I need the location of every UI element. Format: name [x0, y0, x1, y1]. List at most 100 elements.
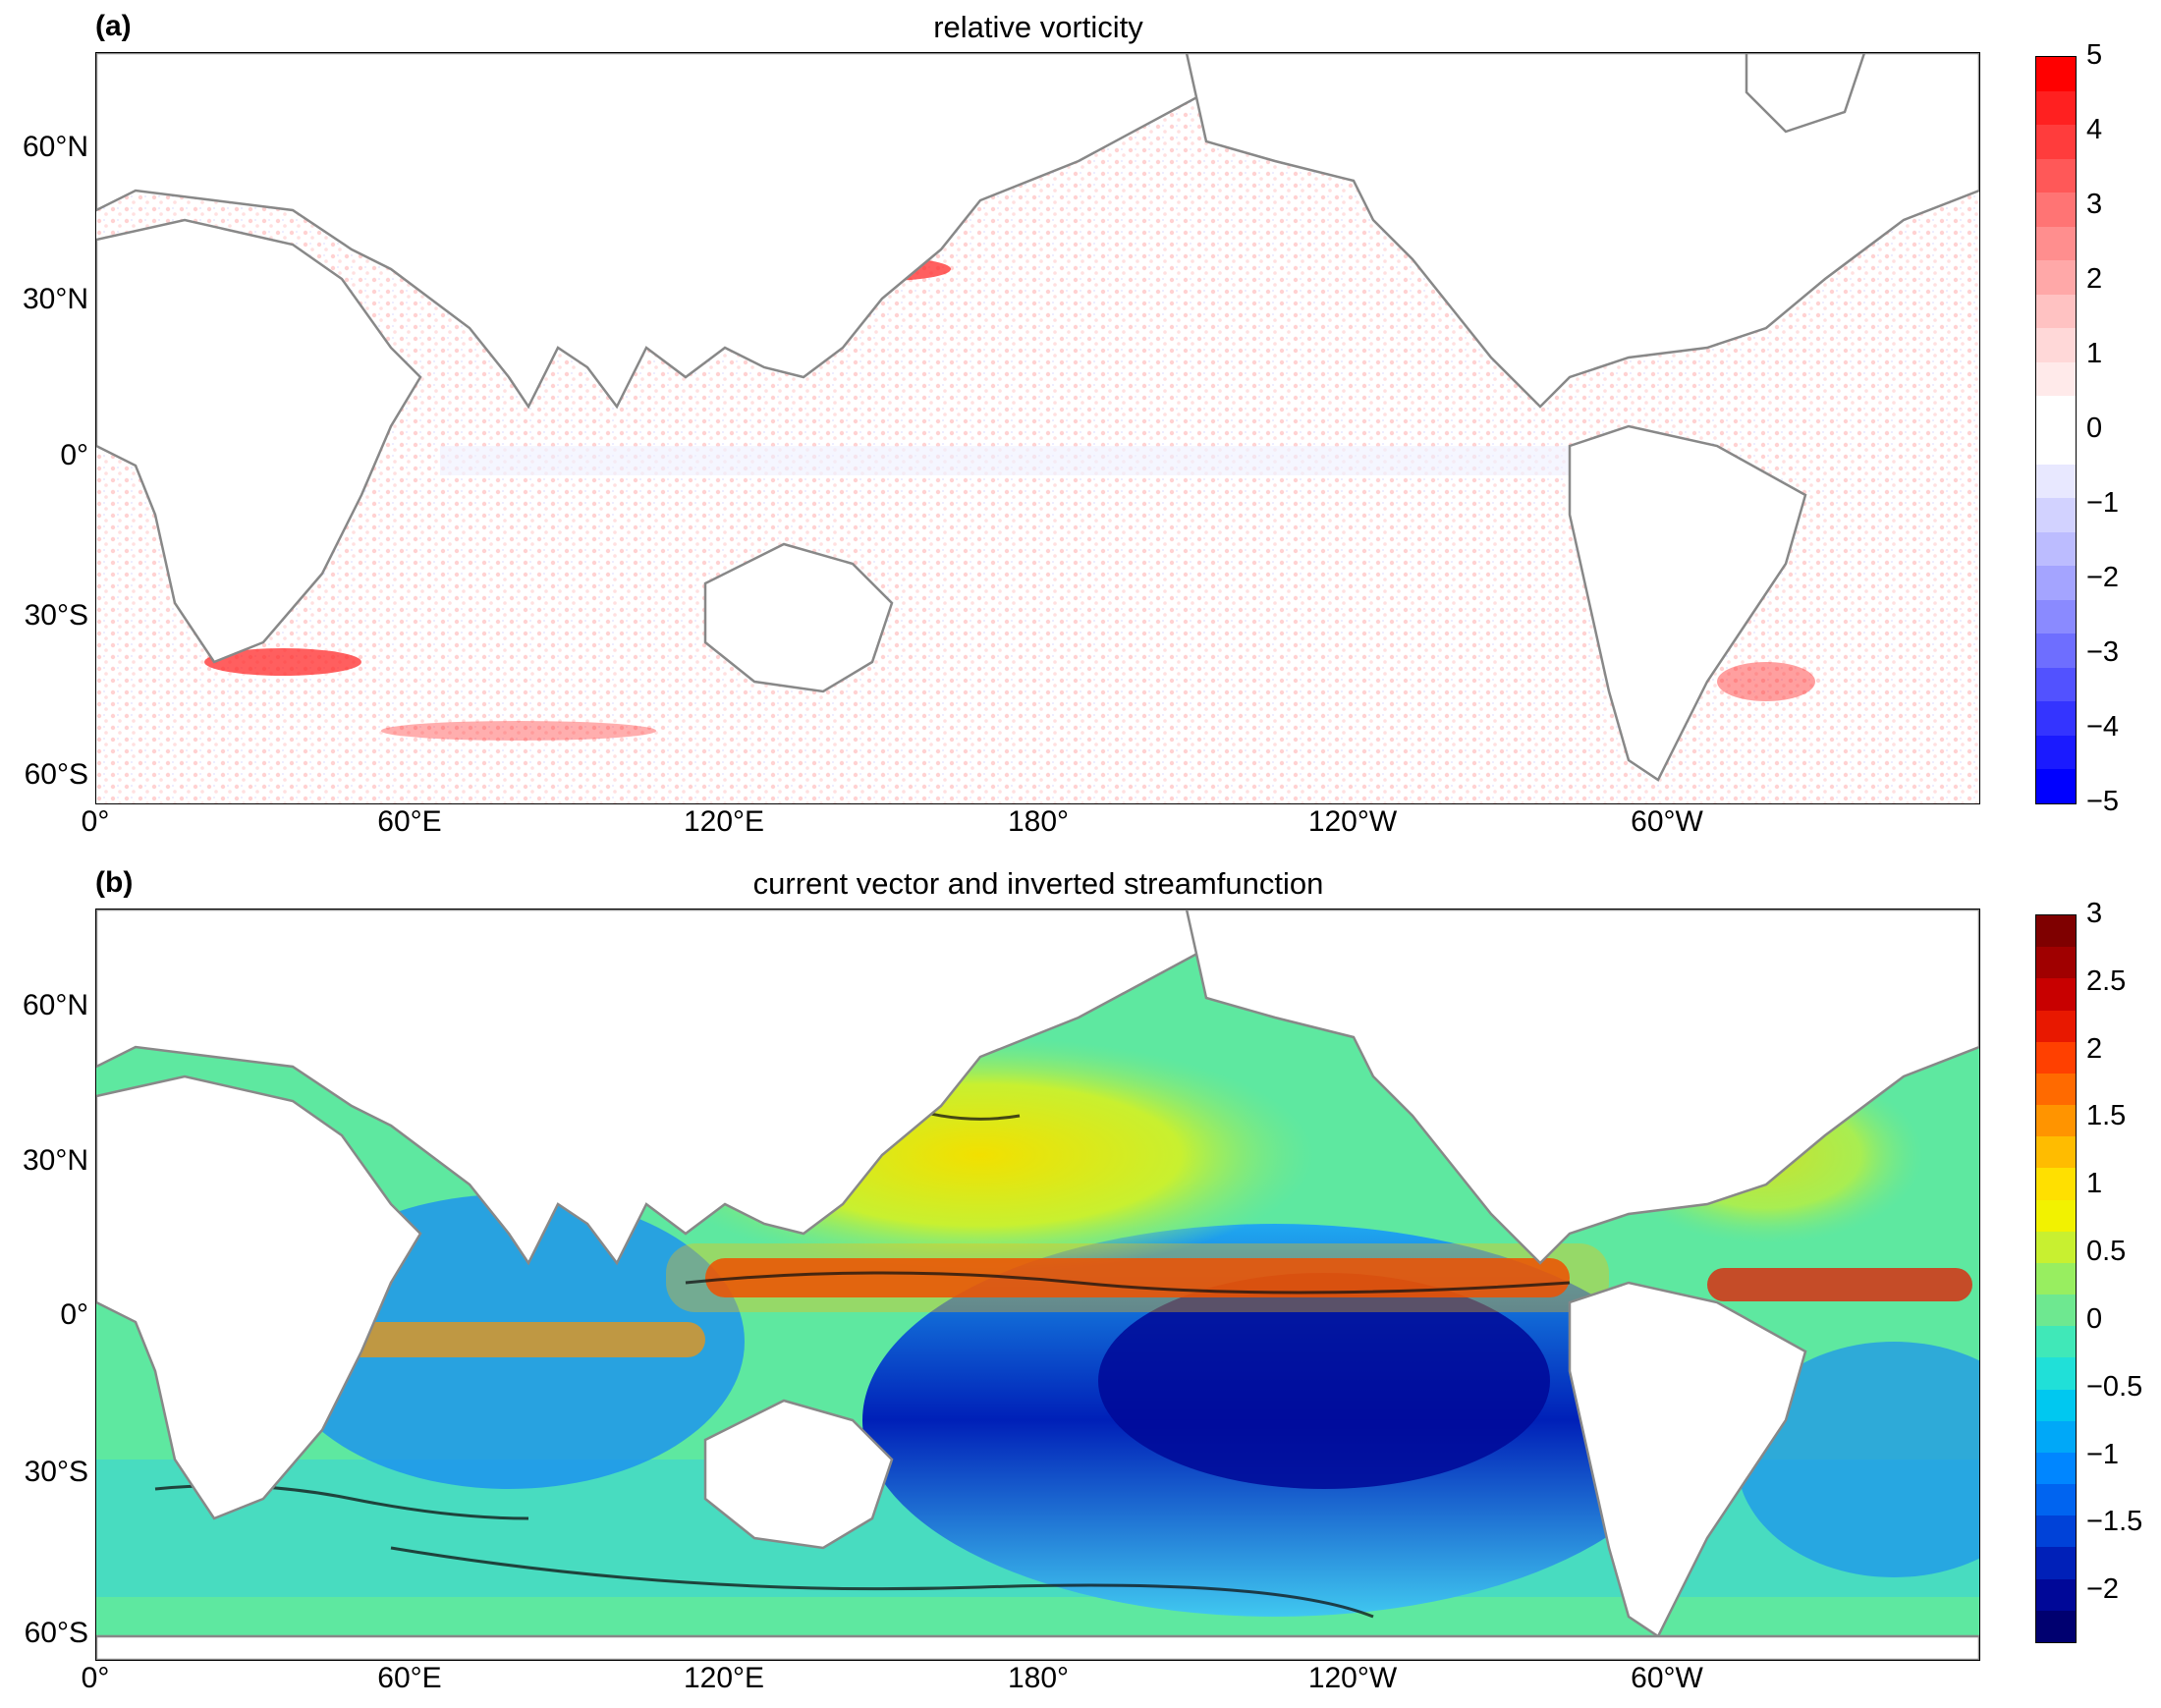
panel-b-lon-0: 0°	[81, 1662, 110, 1694]
colorbar-segment	[2036, 260, 2076, 296]
colorbar-tick-label: 4	[2086, 114, 2103, 145]
colorbar-segment	[2036, 1010, 2076, 1043]
panel-a-lon-60w: 60°W	[1631, 805, 1703, 838]
north-america-b	[1185, 909, 1979, 1265]
colorbar-segment	[2036, 1484, 2076, 1516]
colorbar-tick-label: 3	[2086, 189, 2103, 220]
acc-hotspot	[381, 721, 656, 741]
australia-b	[703, 1399, 894, 1550]
colorbar-segment	[2036, 947, 2076, 979]
colorbar-tick-label: 0.5	[2086, 1236, 2127, 1268]
streamfunction-map[interactable]	[95, 909, 1980, 1661]
colorbar-segment	[2036, 1231, 2076, 1264]
colorbar-tick-label: 2	[2086, 1032, 2103, 1065]
colorbar-tick-label: −2	[2086, 1573, 2120, 1606]
colorbar-segment	[2036, 1199, 2076, 1233]
equatorial-filament	[685, 1271, 1571, 1295]
equatorial-band	[440, 446, 1619, 475]
colorbar-segment	[2036, 1357, 2076, 1391]
colorbar-segment	[2036, 328, 2076, 363]
acc-filament	[390, 1546, 1374, 1619]
colorbar-segment	[2036, 498, 2076, 533]
colorbar-tick-label: −1.5	[2086, 1506, 2143, 1538]
colorbar-segment	[2036, 294, 2076, 329]
colorbar-segment	[2036, 1610, 2076, 1642]
colorbar-tick-label: 3	[2086, 898, 2103, 929]
colorbar-segment	[2036, 978, 2076, 1012]
colorbar-segment	[2036, 158, 2076, 193]
colorbar-segment	[2036, 57, 2076, 92]
colorbar-segment	[2036, 1389, 2076, 1422]
equatorial-jet	[705, 1258, 1570, 1297]
panel-b-title: current vector and inverted streamfuncti…	[752, 866, 1324, 901]
panel-a-lon-60e: 60°E	[377, 805, 442, 838]
south-atlantic-low	[1737, 1342, 1979, 1577]
colorbar-tick-label: −3	[2086, 636, 2120, 668]
brazil-hotspot	[1717, 662, 1815, 701]
colorbar-segment	[2036, 735, 2076, 770]
vorticity-map[interactable]	[95, 52, 1980, 804]
colorbar-segment	[2036, 1578, 2076, 1612]
panel-a: (a) relative vorticity	[22, 10, 2120, 838]
panel-b-lat-60s: 60°S	[24, 1617, 88, 1649]
colorbar-tick-label: 2	[2086, 263, 2103, 295]
colorbar-segment	[2036, 599, 2076, 634]
colorbar-segment	[2036, 193, 2076, 228]
antarctica-margin	[96, 1634, 1979, 1660]
panel-b: (b) current vector and inverted streamfu…	[0, 854, 2161, 1708]
colorbar-segment	[2036, 1420, 2076, 1454]
colorbar-segment	[2036, 1136, 2076, 1169]
colorbar-tick-label: −4	[2086, 711, 2120, 743]
panel-a-lon-180: 180°	[1007, 805, 1070, 838]
panel-b-lat-30n: 30°N	[22, 1144, 88, 1177]
panel-b-lat-30s: 30°S	[24, 1456, 88, 1488]
panel-a-lat-30n: 30°N	[22, 283, 88, 315]
colorbar-segment	[2036, 1262, 2076, 1295]
south-america-b	[1568, 1281, 1807, 1638]
colorbar-segment	[2036, 1041, 2076, 1074]
colorbar-segment	[2036, 915, 2076, 948]
panel-a-lon-0: 0°	[81, 805, 110, 838]
panel-a-lat-60n: 60°N	[22, 131, 88, 163]
colorbar-segment	[2036, 667, 2076, 702]
colorbar-segment	[2036, 1168, 2076, 1201]
panel-b-lat-60n: 60°N	[22, 989, 88, 1021]
colorbar-segment	[2036, 1073, 2076, 1106]
colorbar-tick-label: −0.5	[2086, 1370, 2143, 1403]
panel-b-letter: (b)	[95, 866, 134, 899]
eurasia	[96, 53, 1208, 410]
colorbar-segment	[2036, 701, 2076, 737]
vorticity-map-svg	[96, 53, 1979, 803]
colorbar-segment	[2036, 1295, 2076, 1327]
panel-a-lat-60s: 60°S	[24, 758, 88, 791]
panel-b-lon-120e: 120°E	[683, 1662, 765, 1694]
panel-b-lon-120w: 120°W	[1307, 1662, 1398, 1694]
colorbar-segment	[2036, 90, 2076, 126]
streamfunction-map-svg	[96, 909, 1979, 1660]
panel-a-lon-120e: 120°E	[683, 805, 765, 838]
colorbar-segment	[2036, 464, 2076, 499]
indian-jet	[293, 1322, 705, 1357]
south-pacific-core	[1098, 1273, 1550, 1489]
panel-b-lat-0: 0°	[60, 1298, 88, 1331]
colorbar-tick-label: −5	[2086, 786, 2120, 817]
colorbar-segment	[2036, 1515, 2076, 1548]
panel-b-lon-180: 180°	[1007, 1662, 1070, 1694]
colorbar-tick-label: −2	[2086, 562, 2120, 593]
panel-a-lon-120w: 120°W	[1307, 805, 1398, 838]
colorbar-segment	[2036, 1547, 2076, 1580]
panel-b-lon-60e: 60°E	[377, 1662, 442, 1694]
panel-a-title: relative vorticity	[933, 10, 1143, 44]
panel-a-lat-0: 0°	[60, 439, 88, 471]
colorbar-segment	[2036, 634, 2076, 669]
greenland	[1745, 53, 1866, 134]
colorbar-segment	[2036, 1105, 2076, 1137]
equatorial-jet-edge	[666, 1243, 1609, 1312]
north-america	[1185, 53, 1979, 409]
colorbar-tick-label: 1	[2086, 1168, 2103, 1200]
colorbar-segment	[2036, 430, 2076, 466]
continents-b	[96, 909, 1979, 1660]
agulhas-hotspot	[204, 648, 361, 676]
south-america	[1568, 424, 1807, 782]
colorbar-segment	[2036, 531, 2076, 567]
